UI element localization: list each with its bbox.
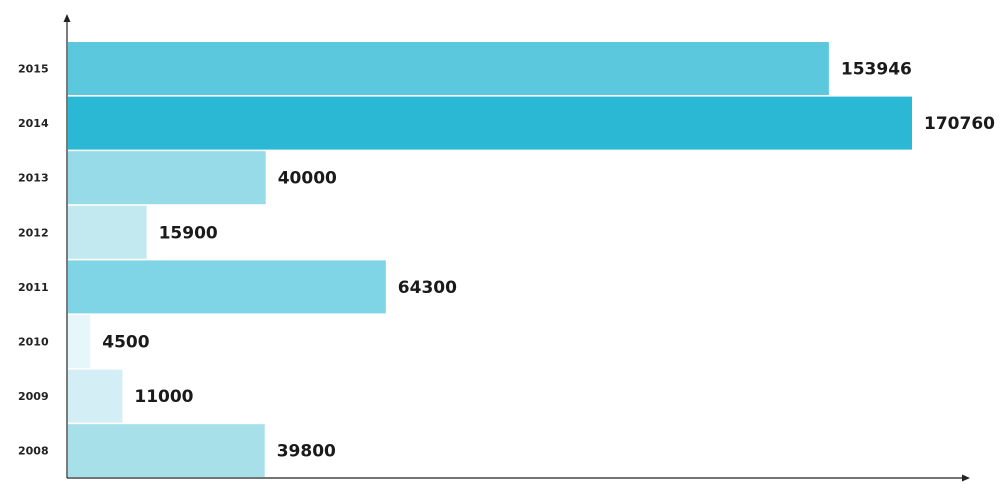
x-axis-arrow: [962, 474, 970, 482]
value-labels-group: 153946 170760 40000 15900 64300 4500 11000 3980…: [102, 60, 995, 462]
value-label-2012: 15900: [159, 223, 218, 243]
value-label-2010: 4500: [102, 333, 149, 353]
bar-2010: [68, 315, 91, 368]
bar-2013: [68, 151, 266, 205]
value-label-2008: 39800: [277, 442, 336, 462]
bar-2012: [68, 205, 147, 259]
bars-group: [68, 42, 912, 478]
value-label-2013: 40000: [278, 169, 337, 189]
category-label-2013: 2013: [18, 172, 49, 185]
category-label-2009: 2009: [18, 390, 49, 403]
bar-2014: [68, 96, 912, 150]
category-label-2011: 2011: [18, 281, 49, 294]
bar-2011: [68, 260, 386, 314]
value-label-2009: 11000: [134, 387, 193, 407]
bar-2008: [68, 424, 265, 478]
category-label-2015: 2015: [18, 63, 49, 76]
value-label-2011: 64300: [398, 278, 457, 298]
y-axis-arrow: [63, 14, 71, 22]
value-label-2015: 153946: [841, 60, 912, 80]
bar-2009: [68, 369, 123, 423]
category-label-2008: 2008: [18, 445, 49, 458]
category-label-2010: 2010: [18, 336, 49, 349]
category-label-2014: 2014: [18, 117, 49, 130]
bar-2015: [68, 42, 829, 95]
value-label-2014: 170760: [924, 114, 995, 134]
category-labels-group: 2015 2014 2013 2012 2011 2010 2009 2008: [18, 63, 49, 458]
category-label-2012: 2012: [18, 226, 49, 239]
chart-axes: [63, 14, 970, 482]
